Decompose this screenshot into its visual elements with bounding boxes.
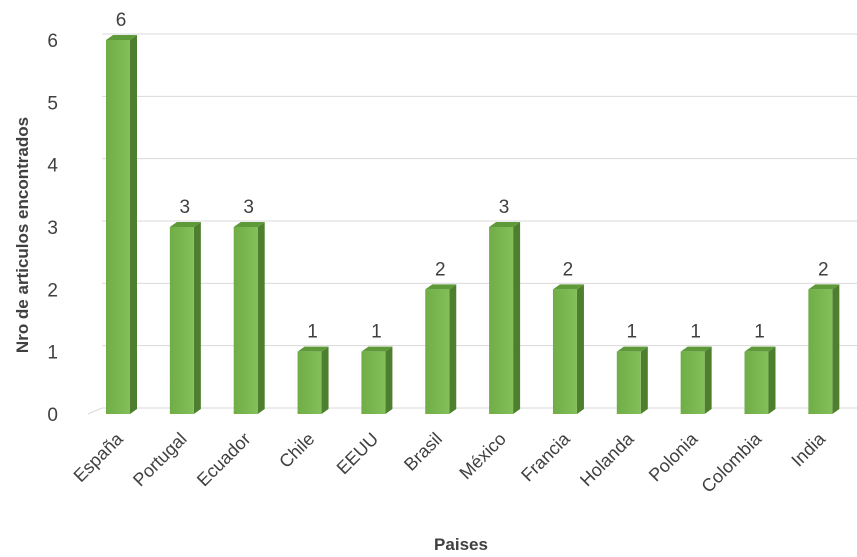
bar-top xyxy=(233,222,265,227)
x-tick-label: Holanda xyxy=(576,428,638,490)
x-tick-label: España xyxy=(70,428,128,486)
y-tick-label: 4 xyxy=(47,156,58,177)
y-tick-label: 6 xyxy=(47,31,58,52)
bar-front xyxy=(425,289,450,414)
bar-top xyxy=(744,346,776,352)
bar-side xyxy=(832,284,840,414)
bar xyxy=(425,284,457,414)
bar-front xyxy=(744,351,769,414)
y-tick-label: 0 xyxy=(47,405,58,426)
data-label: 1 xyxy=(307,322,318,343)
bar xyxy=(744,346,776,414)
x-axis-title: Paises xyxy=(434,535,488,554)
data-label: 3 xyxy=(499,197,510,218)
bar-side xyxy=(513,222,521,414)
bar xyxy=(297,346,329,414)
bar-front xyxy=(361,351,386,414)
x-tick-label: Ecuador xyxy=(193,429,255,491)
bar xyxy=(680,346,712,414)
x-tick-label: Colombia xyxy=(697,428,766,497)
bar-top xyxy=(616,346,648,352)
bar xyxy=(106,35,137,414)
bar-front xyxy=(552,289,577,414)
x-tick-label: India xyxy=(787,428,829,470)
data-label: 2 xyxy=(818,259,829,280)
bar-front xyxy=(106,40,130,414)
data-label: 2 xyxy=(563,259,574,280)
bar-front xyxy=(680,351,705,414)
bar xyxy=(489,222,521,414)
bar-top xyxy=(297,346,329,352)
x-axis-labels: España Portugal Ecuador Chile EEUU Brasil Méxi… xyxy=(70,428,830,497)
bar-top xyxy=(808,284,840,290)
x-tick-label: EEUU xyxy=(333,429,383,479)
bar-side xyxy=(449,284,457,414)
bar-side xyxy=(257,222,265,414)
data-label: 1 xyxy=(754,322,765,343)
bar-top xyxy=(169,222,201,227)
bar-front xyxy=(169,227,194,414)
y-tick-label: 1 xyxy=(47,343,58,364)
x-tick-label: Chile xyxy=(275,429,318,472)
bar-front xyxy=(489,227,514,414)
bar-top xyxy=(425,284,457,290)
bar-side xyxy=(385,346,393,414)
bar-front xyxy=(297,351,322,414)
bar-top xyxy=(106,35,137,40)
bar-side xyxy=(704,346,712,414)
bar-side xyxy=(768,346,776,414)
y-axis-ticks: 0 1 2 3 4 5 6 xyxy=(47,31,58,426)
bar-top xyxy=(489,222,521,227)
bar-front xyxy=(616,351,641,414)
data-label: 3 xyxy=(243,197,254,218)
data-label: 2 xyxy=(435,259,446,280)
data-label: 1 xyxy=(627,322,638,343)
data-label: 6 xyxy=(116,10,127,31)
data-label: 1 xyxy=(371,322,382,343)
x-tick-label: Portugal xyxy=(129,429,191,491)
bar-top xyxy=(552,284,584,290)
bar-side xyxy=(130,35,137,414)
y-tick-label: 3 xyxy=(47,218,58,239)
bar xyxy=(361,346,393,414)
bar-side xyxy=(193,222,201,414)
bar-front xyxy=(233,227,258,414)
x-tick-label: Brasil xyxy=(400,429,446,475)
bar xyxy=(808,284,840,414)
data-label: 1 xyxy=(690,322,701,343)
bar xyxy=(616,346,648,414)
x-tick-label: Francia xyxy=(517,428,574,485)
bar xyxy=(552,284,584,414)
bar xyxy=(233,222,265,414)
y-tick-label: 5 xyxy=(47,93,58,114)
data-label: 3 xyxy=(180,197,191,218)
y-tick-label: 2 xyxy=(47,280,58,301)
bar-side xyxy=(640,346,648,414)
y-axis-title: Nro de articulos encontrados xyxy=(13,117,32,353)
bar xyxy=(169,222,201,414)
floor-line xyxy=(87,407,857,415)
bar-front xyxy=(808,289,833,414)
bar-side xyxy=(576,284,584,414)
bar-top xyxy=(680,346,712,352)
bar-side xyxy=(321,346,329,414)
bar-top xyxy=(361,346,393,352)
bars: 6 3 3 1 1 2 3 2 1 1 1 2 xyxy=(106,10,840,414)
x-tick-label: Polonia xyxy=(645,428,702,485)
x-tick-label: México xyxy=(455,429,509,483)
gridlines xyxy=(87,33,857,415)
